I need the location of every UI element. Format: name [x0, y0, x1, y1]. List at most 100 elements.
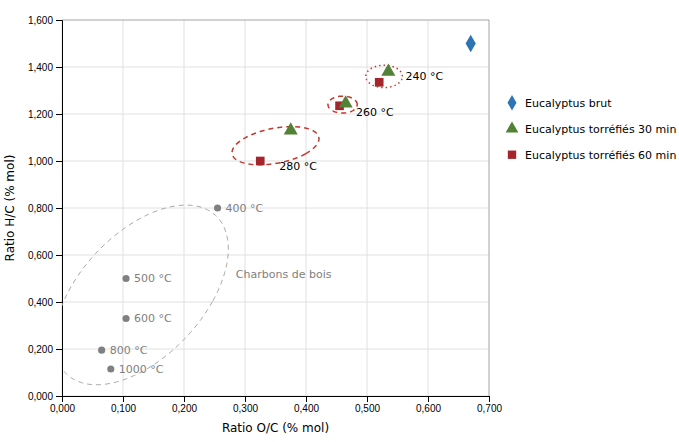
tick-label: 0,000 [28, 391, 53, 402]
grid-line-y [62, 302, 489, 303]
axis-line [63, 397, 490, 403]
x-axis-title: Ratio O/C (% mol) [222, 421, 329, 435]
ellipse [62, 205, 228, 385]
point [256, 157, 265, 166]
annotation: 240 °C [405, 70, 443, 83]
legend-item: Eucalyptus torréfiés 60 min [508, 149, 677, 162]
tick-label: 0,800 [28, 203, 53, 214]
annotation: 280 °C [279, 160, 317, 173]
plot: 0,000 0,100 0,200 0,300 0,400 0,500 0,600 0,700… [3, 15, 502, 435]
legend: Eucalyptus brut Eucalyptus torréfiés 30 m… [506, 95, 677, 162]
legend-item: Eucalyptus brut [508, 95, 613, 111]
point [284, 122, 298, 134]
tick: 0,500 [355, 396, 380, 414]
tick-mark [489, 396, 490, 402]
grid [62, 20, 489, 396]
tick-label: 0,300 [233, 403, 258, 414]
y-axis-title: Ratio H/C (% mol) [3, 155, 17, 262]
tick-mark [367, 396, 368, 402]
tick: 1,200 [28, 109, 62, 120]
legend-label: Eucalyptus torréfiés 30 min [525, 123, 676, 136]
legend-label: Eucalyptus brut [525, 97, 612, 110]
y-axis: 0,000 0,200 0,400 0,600 0,800 1,000 1,200 1,400… [28, 15, 63, 402]
tick-mark [428, 396, 429, 402]
point [214, 204, 221, 211]
frame [489, 20, 490, 396]
point-label: 500 °C [134, 272, 172, 285]
tick-mark [306, 396, 307, 402]
tick-label: 0,600 [28, 250, 53, 261]
point-label: 1000 °C [119, 363, 164, 376]
point [466, 35, 476, 53]
tick: 0,400 [294, 396, 319, 414]
point-label: 600 °C [134, 312, 172, 325]
tick: 0,600 [416, 396, 441, 414]
grid-line-y [62, 208, 489, 209]
tick: 0,200 [28, 344, 62, 355]
point [381, 64, 395, 76]
tick-label: 0,600 [416, 403, 441, 414]
tick: 0,600 [28, 250, 62, 261]
tick-mark [56, 20, 62, 21]
tick-label: 1,600 [28, 15, 53, 26]
tick-label: 0,500 [355, 403, 380, 414]
tick: 0,700 [477, 396, 502, 414]
tick-label: 0,700 [477, 403, 502, 414]
tick-label: 0,400 [28, 297, 53, 308]
legend-label: Eucalyptus torréfiés 60 min [525, 149, 676, 162]
tick-mark [184, 396, 185, 402]
labels: 400 °C500 °C600 °C800 °C1000 °C240 °C260… [110, 70, 444, 376]
x-axis: 0,000 0,100 0,200 0,300 0,400 0,500 0,600 0,700 [50, 396, 502, 414]
point [107, 365, 114, 372]
legend-item: Eucalyptus torréfiés 30 min [506, 121, 677, 135]
tick-mark [56, 114, 62, 115]
tick: 0,800 [28, 203, 62, 214]
point [122, 315, 129, 322]
chart: 0,000 0,100 0,200 0,300 0,400 0,500 0,600 0,700… [0, 0, 679, 442]
tick-label: 0,100 [111, 403, 136, 414]
legend-symbol [506, 121, 519, 132]
tick-label: 0,200 [172, 403, 197, 414]
point [339, 95, 353, 107]
tick: 0,100 [111, 396, 136, 414]
ellipse [328, 96, 357, 113]
point [375, 78, 384, 87]
marks [62, 35, 476, 385]
grid-line-y [62, 255, 489, 256]
tick: 0,200 [172, 396, 197, 414]
tick-label: 0,000 [50, 403, 75, 414]
tick-label: 1,400 [28, 62, 53, 73]
point [122, 275, 129, 282]
legend-symbol [508, 95, 517, 111]
legend-symbol [508, 151, 516, 159]
frame [62, 20, 489, 21]
grid-line-y [62, 114, 489, 115]
tick: 0,000 [28, 391, 62, 402]
grid-line-y [62, 67, 489, 68]
tick-label: 0,200 [28, 344, 53, 355]
ellipse [366, 65, 403, 87]
tick: 1,600 [28, 15, 62, 26]
tick-mark [56, 396, 62, 397]
tick-mark [123, 396, 124, 402]
tick-mark [56, 67, 62, 68]
point [98, 347, 105, 354]
point-label: 400 °C [226, 202, 264, 215]
annotation: Charbons de bois [236, 268, 332, 281]
tick: 1,400 [28, 62, 62, 73]
grid-line-y [62, 20, 489, 21]
tick-mark [56, 302, 62, 303]
point-label: 800 °C [110, 344, 148, 357]
tick: 0,300 [233, 396, 258, 414]
tick-mark [245, 396, 246, 402]
tick-label: 0,400 [294, 403, 319, 414]
tick-label: 1,000 [28, 156, 53, 167]
tick: 1,000 [28, 156, 62, 167]
grid-line-y [62, 161, 489, 162]
grid-line-x [489, 20, 490, 396]
tick-mark [56, 255, 62, 256]
tick-label: 1,200 [28, 109, 53, 120]
tick: 0,400 [28, 297, 62, 308]
axis-line [56, 21, 63, 397]
tick-mark [56, 208, 62, 209]
